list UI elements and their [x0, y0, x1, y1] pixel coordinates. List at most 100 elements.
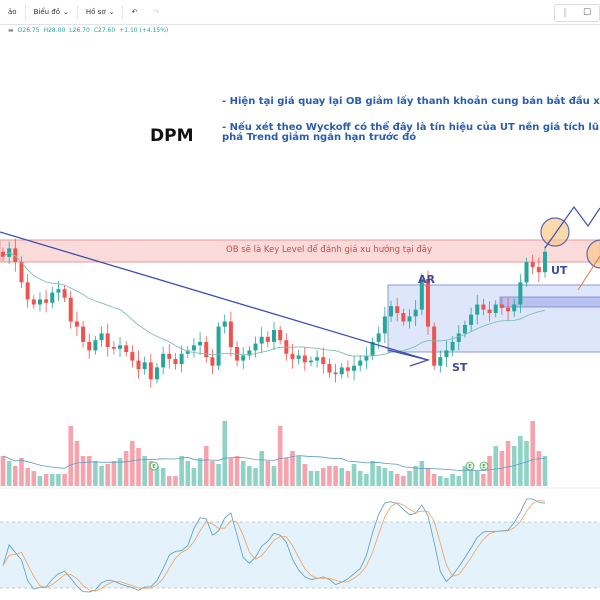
volume-bar — [173, 476, 178, 486]
candle-body — [308, 360, 313, 363]
candle-body — [265, 336, 270, 342]
candle-body — [358, 360, 363, 366]
candle-body — [185, 350, 190, 354]
volume-bar — [284, 458, 289, 486]
volume-bar — [6, 461, 12, 486]
accumulation-range — [387, 284, 600, 353]
candle-body — [50, 292, 55, 303]
volume-bar — [450, 474, 455, 486]
volume-bar — [376, 466, 382, 486]
volume-bar — [0, 456, 6, 486]
candle-body — [419, 279, 424, 310]
volume-bar — [179, 456, 184, 486]
candle-body — [56, 289, 61, 293]
volume-bar — [444, 478, 449, 486]
volume-bar — [130, 441, 135, 486]
candle-body — [364, 355, 369, 361]
volume-bar — [93, 461, 98, 486]
candle-body — [105, 333, 110, 347]
candle-body — [198, 341, 203, 346]
volume-bar — [253, 468, 258, 486]
collapse-icon[interactable]: ▬ — [8, 27, 14, 34]
candle-body — [395, 306, 400, 313]
candle-body — [142, 362, 147, 370]
profile-menu-label: Hồ sơ — [85, 8, 106, 16]
candle-body — [99, 333, 104, 341]
candle-body — [111, 347, 116, 349]
volume-bar — [357, 471, 363, 486]
candle-body — [315, 357, 320, 361]
undo-icon: ↶ — [131, 8, 138, 16]
volume-bar — [160, 468, 166, 486]
volume-bar — [431, 474, 437, 486]
volume-bar — [345, 471, 351, 486]
stoch-d-line — [2, 499, 546, 592]
candle-body — [413, 309, 418, 317]
volume-bar — [518, 436, 523, 486]
volume-bar — [228, 458, 234, 486]
chart-menu[interactable]: Biểu đồ ⌄ — [26, 5, 78, 19]
ob-zone — [0, 239, 600, 263]
orange-projection-line — [577, 255, 600, 291]
candle-body — [154, 367, 159, 380]
candle-body — [543, 251, 547, 273]
legend-close: C27.60 — [93, 27, 116, 34]
candle-body — [93, 340, 98, 351]
ut-label: UT — [551, 264, 568, 277]
candle-body — [432, 326, 437, 366]
volume-bar — [99, 466, 104, 486]
candle-body — [87, 341, 92, 351]
volume-bar — [105, 464, 111, 486]
candle-body — [130, 352, 135, 361]
volume-bar — [388, 471, 394, 486]
event-marker-label: E — [468, 464, 471, 470]
event-marker-icon — [149, 461, 159, 471]
candle-body — [173, 358, 178, 364]
volume-bar — [493, 446, 499, 486]
candle-body — [425, 279, 430, 327]
menu-item-cut[interactable]: ảo — [0, 5, 26, 19]
candle-body — [352, 365, 357, 371]
candle-body — [438, 357, 443, 366]
volume-bar — [117, 458, 123, 486]
volume-bar — [185, 461, 191, 486]
volume-bar — [364, 474, 369, 486]
volume-bar — [339, 468, 345, 486]
ar-label: AR — [418, 273, 435, 286]
candle-body — [37, 299, 42, 305]
candle-body — [481, 304, 486, 310]
ut-circle — [540, 217, 570, 247]
redo-button[interactable]: ↷ — [145, 5, 167, 19]
volume-bar — [351, 464, 357, 486]
volume-bar — [462, 466, 468, 486]
maximize-icon[interactable]: ☐ — [583, 8, 592, 18]
pause-icon[interactable]: ‖ — [562, 8, 568, 18]
candle-body — [339, 367, 344, 375]
volume-bar — [425, 468, 431, 486]
candle-body — [493, 304, 498, 313]
undo-button[interactable]: ↶ — [123, 5, 145, 19]
candle-body — [272, 330, 276, 342]
candle-body — [382, 316, 387, 334]
volume-bar — [86, 456, 92, 486]
candle-body — [512, 304, 517, 312]
candle-body — [204, 341, 209, 358]
volume-bar — [240, 461, 246, 486]
legend-open: O26.75 — [17, 27, 40, 34]
candle-body — [450, 341, 455, 351]
volume-bar — [302, 464, 308, 486]
volume-bar — [487, 456, 492, 486]
profile-menu[interactable]: Hồ sơ ⌄ — [78, 5, 124, 19]
candle-body — [247, 350, 252, 356]
volume-bar — [505, 441, 511, 486]
candle-body — [148, 362, 153, 380]
volume-bar — [68, 426, 74, 486]
volume-bar — [468, 468, 474, 486]
volume-bar — [222, 421, 228, 486]
supply-band — [499, 296, 600, 308]
volume-bar — [166, 476, 172, 486]
volume-bar — [530, 421, 535, 486]
candle-body — [444, 350, 449, 358]
volume-bar — [413, 466, 418, 486]
